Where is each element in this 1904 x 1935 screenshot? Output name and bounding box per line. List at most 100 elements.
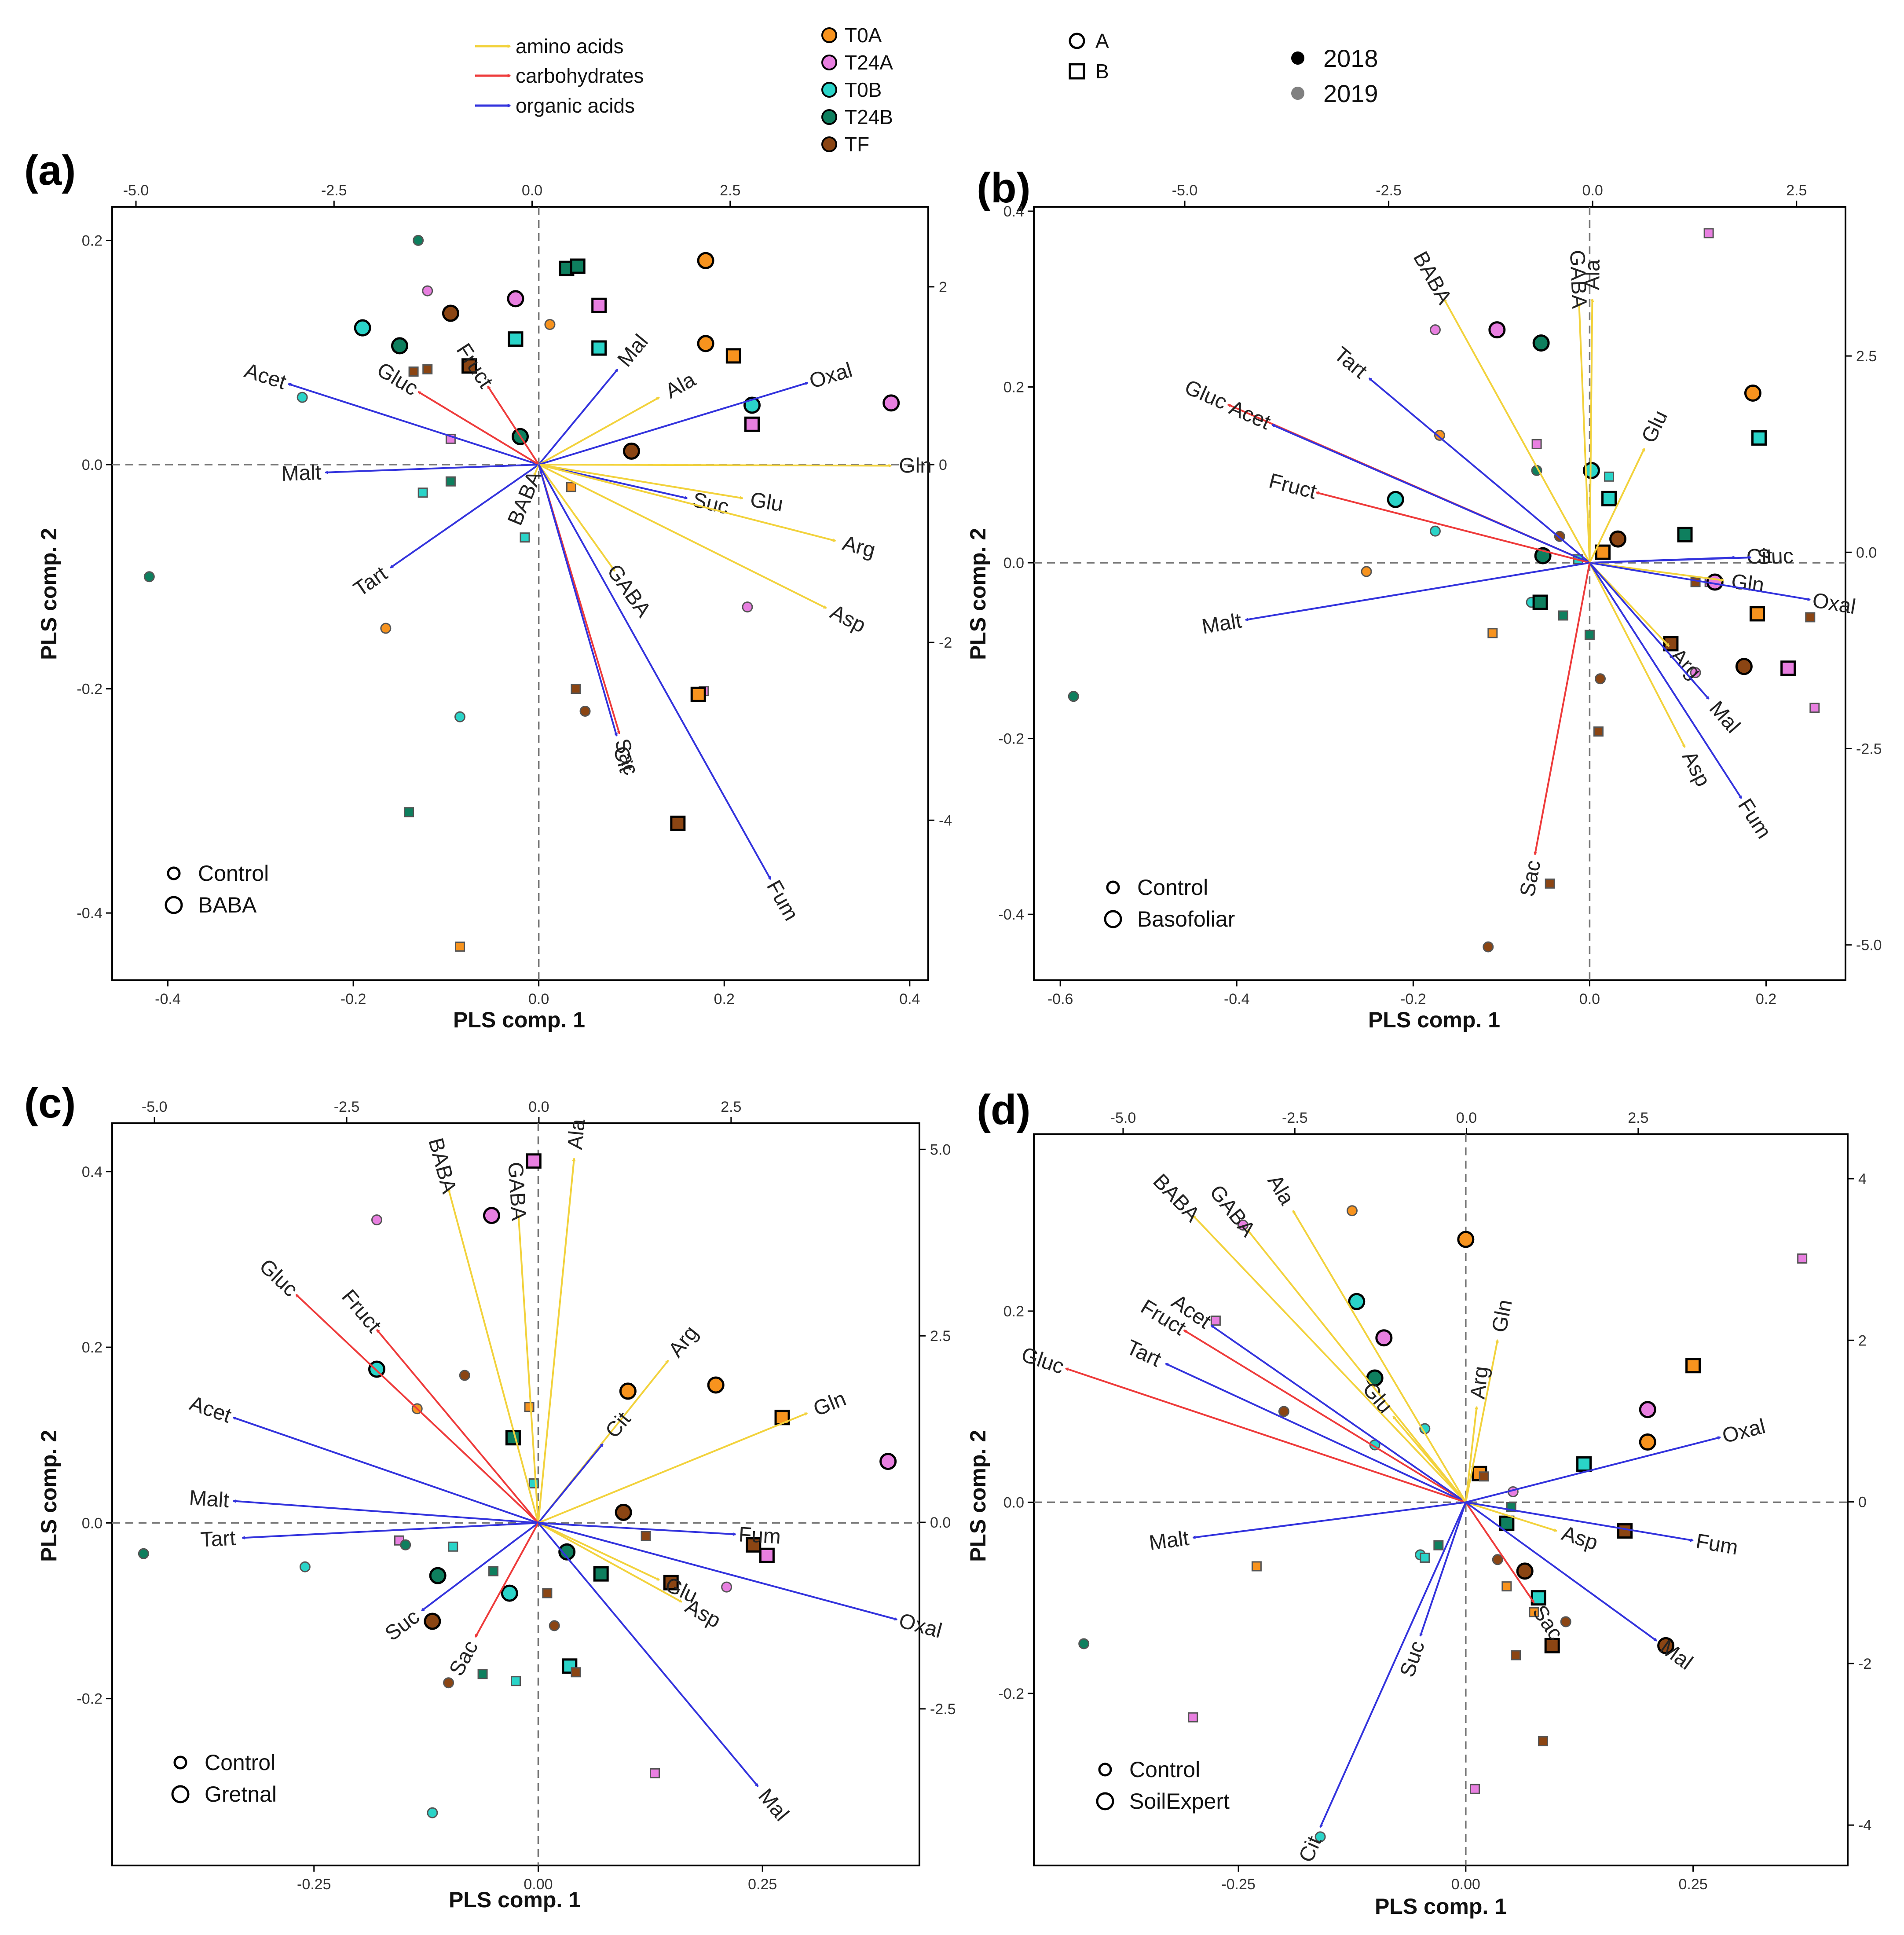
point-tf-square xyxy=(663,1575,679,1591)
vector-fruct xyxy=(1316,492,1590,564)
top-tick-label: -2.5 xyxy=(1376,182,1402,199)
right-tick-label: 5.0 xyxy=(930,1141,951,1158)
y-tick-label: -0.4 xyxy=(998,906,1024,923)
vector-oxal xyxy=(538,1522,897,1620)
point-t24b-square xyxy=(1558,610,1568,621)
point-tf-square xyxy=(1663,636,1679,652)
vector-label-gln: Gln xyxy=(1730,570,1765,597)
point-t0a-circle xyxy=(1639,1433,1656,1451)
point-t24b-circle xyxy=(400,1539,411,1550)
point-t0a-square xyxy=(566,482,576,492)
y-axis-title: PLS comp. 2 xyxy=(37,1430,61,1562)
x-axis-title: PLS comp. 1 xyxy=(453,1008,585,1032)
vector-gln xyxy=(538,1412,807,1524)
vector-label-gluc: Gluc xyxy=(255,1254,302,1301)
point-t24a-square xyxy=(650,1768,660,1778)
point-t24b-circle xyxy=(391,337,408,355)
top-tick-label: -2.5 xyxy=(1282,1110,1308,1126)
right-tick-label: 0 xyxy=(939,457,947,473)
point-tf-square xyxy=(1805,612,1816,623)
vector-label-gluc: Gluc xyxy=(1018,1343,1067,1379)
legend-label-organic-acids: organic acids xyxy=(516,94,635,117)
vector-sac xyxy=(1535,562,1591,854)
point-t24b-circle xyxy=(1068,691,1079,702)
treatment-legend: Control BABA xyxy=(165,861,269,917)
point-t0b-square xyxy=(528,1478,539,1489)
treatment-swatch-control xyxy=(167,866,181,880)
point-t0a-circle xyxy=(1457,1231,1475,1248)
y-tick-label: 0.0 xyxy=(1003,555,1024,572)
legend-swatch-t24b xyxy=(821,109,837,125)
panel-b: (b) -0.6 -0.4 -0.2 0.0 0.2 -0.4 -0.2 0.0 0.2 0.4 -5… xyxy=(966,165,1882,1032)
vector-baba xyxy=(1193,1216,1467,1503)
point-t0b-square xyxy=(508,331,524,347)
point-tf-circle xyxy=(622,442,640,460)
point-t24a-square xyxy=(1809,703,1820,713)
vector-label-baba: BABA xyxy=(1148,1169,1204,1226)
plot-panels: (a) -0.4 -0.2 0.0 0.2 0.4 -0.4 -0.2 0.0 0.2 -5.0 -2… xyxy=(24,147,1882,1919)
treatment-label-control: Control xyxy=(198,861,269,886)
legend-label-t24a: T24A xyxy=(845,51,893,74)
top-tick-label: 0.0 xyxy=(528,1099,549,1115)
treatment-label-baba: BABA xyxy=(198,893,257,917)
point-t0a-square xyxy=(1685,1358,1701,1374)
point-tf-circle xyxy=(1483,941,1494,953)
point-t24a-circle xyxy=(1639,1401,1656,1418)
vector-label-malt: Malt xyxy=(1148,1527,1190,1555)
point-t0b-square xyxy=(448,1541,458,1552)
vector-ala xyxy=(538,396,659,465)
top-tick-label: -5.0 xyxy=(1110,1110,1136,1126)
point-tf-square xyxy=(1593,726,1604,737)
vector-label-mal: Mal xyxy=(754,1785,793,1825)
vector-tart xyxy=(1166,1363,1466,1503)
vector-label-sac: Sac xyxy=(445,1637,483,1680)
y-tick-label: 0.2 xyxy=(1003,1303,1024,1320)
vector-label-gln: Gln xyxy=(810,1387,849,1421)
vector-acet xyxy=(289,384,539,465)
point-t0a-circle xyxy=(697,335,714,352)
point-t24a-square xyxy=(759,1547,775,1563)
treatment-legend: Control SoilExpert xyxy=(1096,1757,1230,1814)
legend-swatch-tf xyxy=(821,136,837,152)
point-t0a-square xyxy=(1595,544,1611,560)
point-tf-circle xyxy=(1657,1637,1675,1654)
vector-tart xyxy=(242,1522,538,1538)
plot-frame xyxy=(111,206,929,981)
right-tick-label: 2 xyxy=(1858,1332,1867,1349)
vector-label-glu: Glu xyxy=(749,488,785,516)
y-axis-title: PLS comp. 2 xyxy=(966,1430,990,1562)
right-tick-label: 4 xyxy=(1858,1171,1867,1187)
vector-asp xyxy=(1465,1501,1557,1531)
panel-c: (c) -0.25 0.00 0.25 -0.2 0.0 0.2 0.4 -5.0 -2.5 0.0… xyxy=(24,1080,956,1912)
point-tf-circle xyxy=(1516,1562,1534,1580)
vector-label-ala: Ala xyxy=(662,368,700,403)
vector-fruct xyxy=(1184,1329,1466,1503)
treatment-label-control: Control xyxy=(1137,875,1208,900)
vector-oxal xyxy=(1589,562,1810,600)
y-tick-label: 0.0 xyxy=(82,457,103,473)
point-t0b-square xyxy=(1604,471,1615,482)
point-t24b-circle xyxy=(558,1543,576,1561)
legend-times: T0A T24A T0B T24B TF xyxy=(821,24,893,156)
point-t0a-square xyxy=(1749,606,1765,622)
sample-points xyxy=(138,1153,897,1818)
x-tick-label: -0.4 xyxy=(1224,991,1250,1008)
top-tick-label: -5.0 xyxy=(1172,182,1198,199)
vector-acet xyxy=(1211,1324,1466,1503)
vector-sac xyxy=(474,1522,539,1637)
point-t24a-circle xyxy=(483,1207,500,1224)
point-tf-square xyxy=(461,358,477,374)
point-t24a-square xyxy=(1188,1712,1198,1722)
vector-suc xyxy=(1420,1502,1467,1636)
point-t24a-square xyxy=(744,416,760,432)
treatment-swatch-control xyxy=(1106,880,1120,894)
top-tick-label: 2.5 xyxy=(721,1099,741,1115)
legend-label-amino-acids: amino acids xyxy=(516,35,623,58)
point-t0b-square xyxy=(591,340,607,356)
vector-label-asp: Asp xyxy=(827,601,870,638)
point-t24a-square xyxy=(1780,660,1796,676)
y-axis-title: PLS comp. 2 xyxy=(37,528,61,660)
vector-label-suc: Suc xyxy=(1757,544,1794,569)
treatment-label-gretnal: Gretnal xyxy=(205,1782,277,1807)
